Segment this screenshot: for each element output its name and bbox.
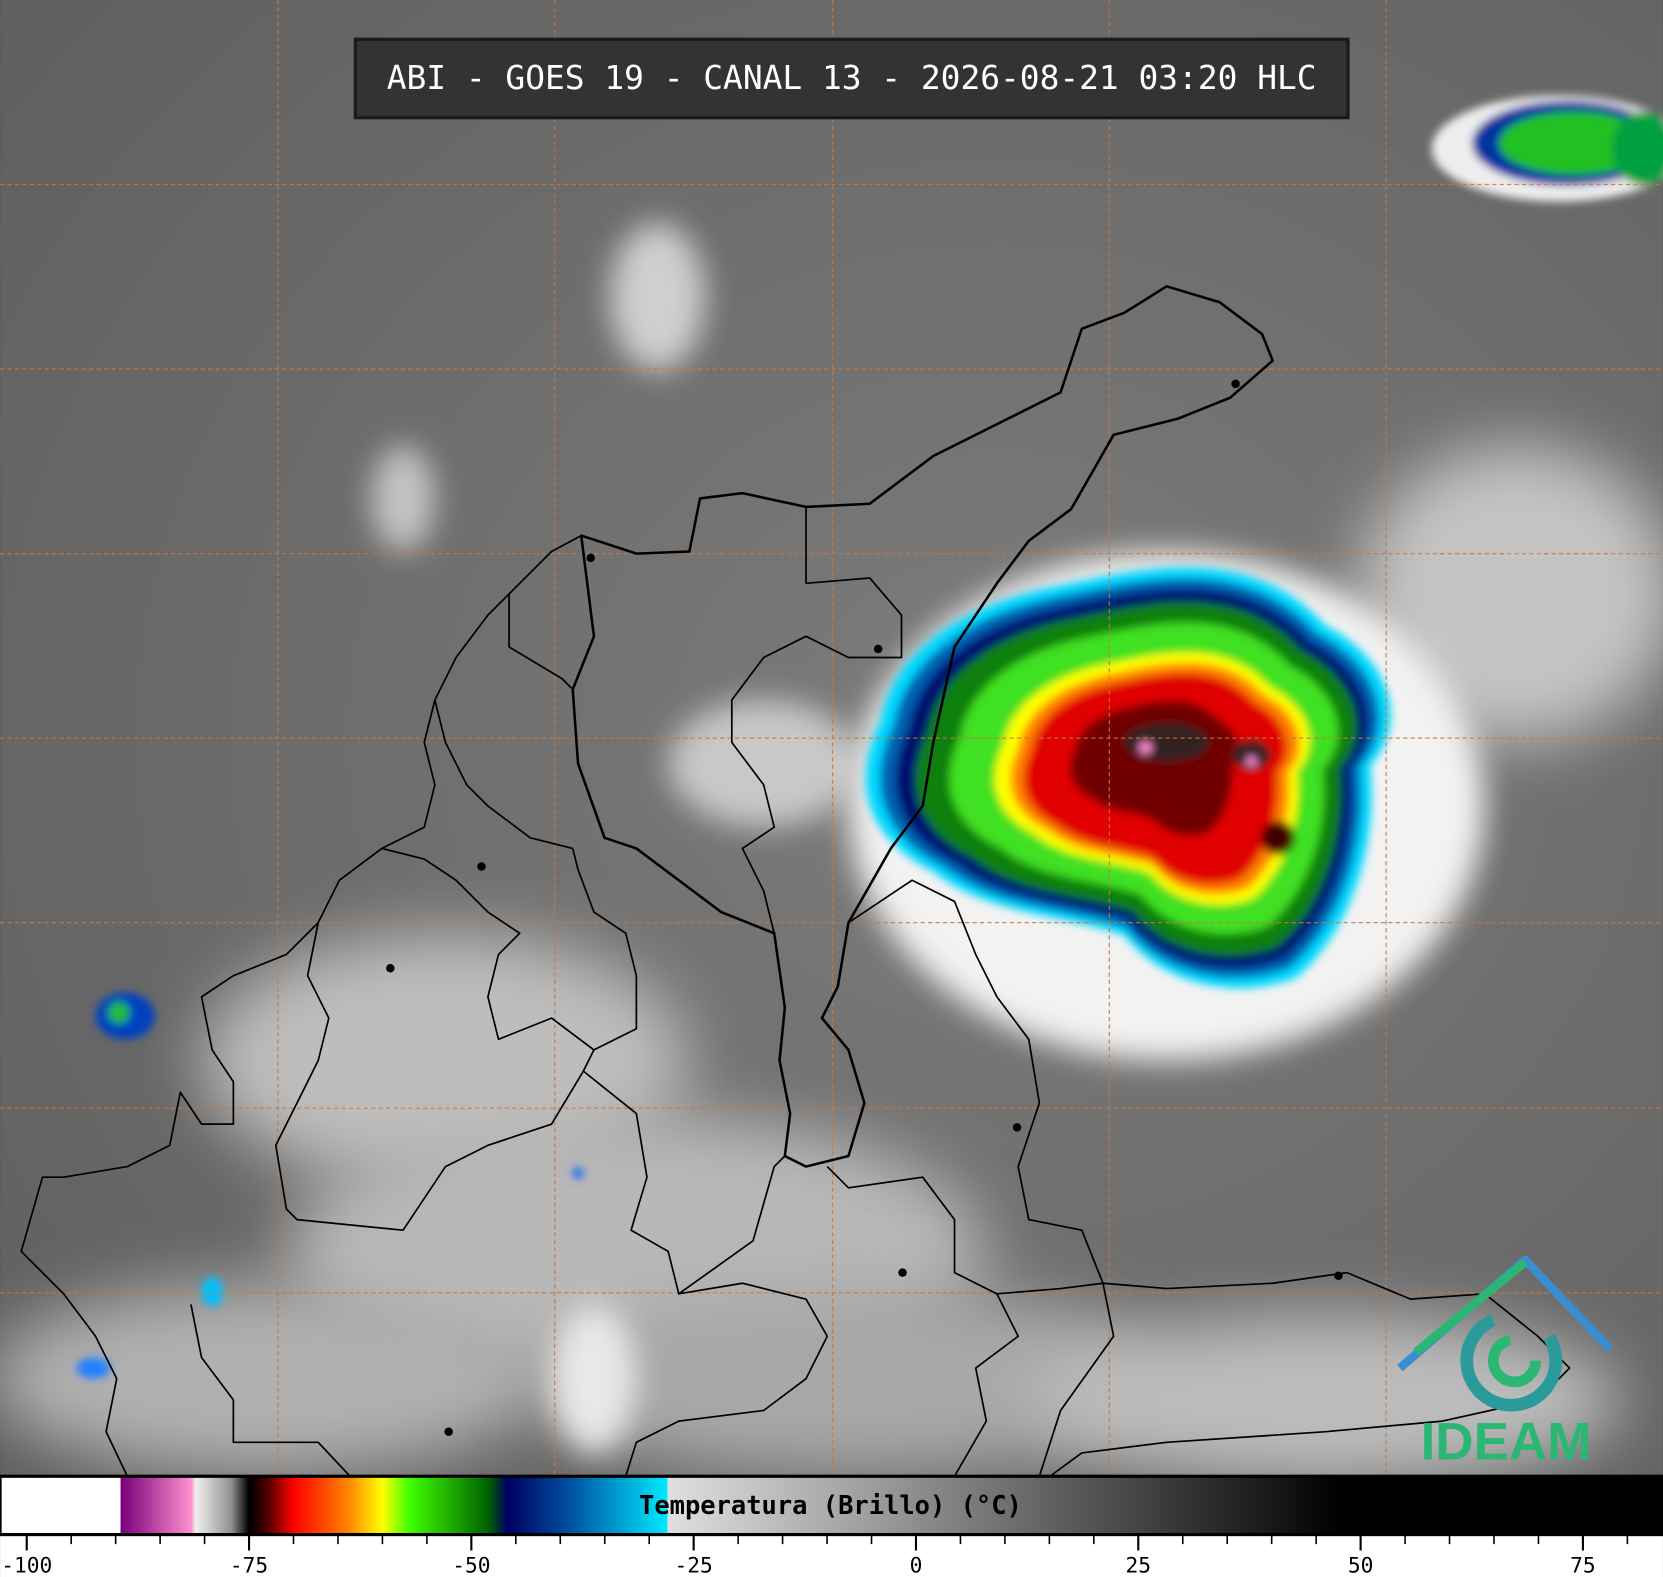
city-markers [386,379,1343,1436]
logo-text: IDEAM [1421,1412,1592,1471]
colorbar-tick-label: 50 [1348,1553,1374,1577]
title: ABI - GOES 19 - CANAL 13 - 2026-08-21 03… [387,58,1317,97]
colorbar-tick-label: 75 [1570,1553,1596,1577]
colorbar [0,1474,1663,1537]
colorbar-tick-label: -50 [452,1553,490,1577]
graticule [0,0,1663,1477]
colorbar-label: Temperatura (Brillo) (°C) [639,1491,1022,1521]
boundaries [20,285,1571,1477]
colorbar-tick-label: -75 [230,1553,268,1577]
colorbar-tick-label: 0 [910,1553,923,1577]
colorbar-tick-label: -100 [1,1553,52,1577]
storm-cloud [865,567,1391,989]
small-storms [76,95,1663,1379]
colorbar-tick-label: 25 [1126,1553,1152,1577]
logo: IDEAM [1397,1255,1613,1471]
title-box [353,37,1350,120]
colorbar-tick-label: -25 [675,1553,713,1577]
